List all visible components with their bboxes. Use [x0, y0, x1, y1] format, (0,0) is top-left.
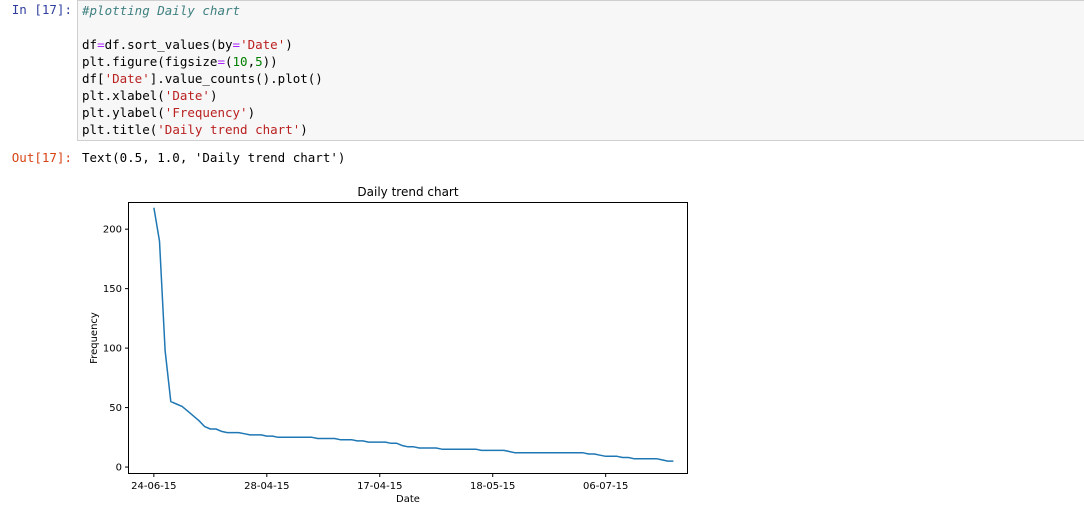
output-prompt: Out[17]:: [11, 150, 72, 165]
code-token: ): [285, 37, 293, 52]
series-layer: [153, 207, 674, 462]
code-token: plt.title(: [82, 122, 158, 137]
code-token: 10: [232, 54, 248, 69]
code-line: #plotting Daily chart: [82, 2, 323, 19]
plot-area-frame: [128, 202, 688, 474]
code-token: df: [82, 37, 98, 52]
code-token: ): [300, 122, 308, 137]
y-tick-label: 200: [103, 225, 122, 236]
code-token: 5: [255, 54, 263, 69]
code-token: 'Date': [104, 71, 150, 86]
code-cell-input[interactable]: #plotting Daily chart df=df.sort_values(b…: [77, 0, 1084, 141]
y-axis-label: Frequency: [89, 312, 100, 364]
code-editor[interactable]: #plotting Daily chart df=df.sort_values(b…: [82, 2, 323, 138]
y-axis: 0 50 100 150 200: [103, 225, 129, 474]
x-tick-label: 06-07-15: [583, 481, 628, 492]
code-token: plt.xlabel(: [82, 88, 165, 103]
code-token: plt.figure(figsize: [82, 54, 218, 69]
y-tick-label: 100: [103, 344, 122, 355]
code-token: df.sort_values(by: [104, 37, 233, 52]
x-tick-label: 18-05-15: [470, 481, 515, 492]
code-token: 'Frequency': [164, 105, 248, 120]
chart-title: Daily trend chart: [357, 185, 458, 199]
code-token: =: [97, 37, 105, 52]
code-line: plt.ylabel('Frequency'): [82, 104, 323, 121]
code-line: df['Date'].value_counts().plot(): [82, 70, 323, 87]
code-token: 'Date': [240, 37, 286, 52]
frequency-series-line: [153, 207, 674, 462]
y-tick-label: 50: [109, 403, 122, 414]
x-axis: 24-06-15 28-04-15 17-04-15 18-05-15 06-07-15: [131, 473, 628, 492]
code-token: ].value_counts().plot(): [149, 71, 323, 86]
code-token: ,: [247, 54, 256, 69]
x-tick-label: 28-04-15: [244, 481, 289, 492]
x-tick-label: 24-06-15: [131, 481, 176, 492]
code-token: #plotting Daily chart: [82, 3, 241, 18]
output-text: Text(0.5, 1.0, 'Daily trend chart'): [82, 150, 346, 165]
code-token: df[: [82, 71, 105, 86]
input-prompt: In [17]:: [11, 2, 72, 17]
x-tick-label: 17-04-15: [357, 481, 402, 492]
code-token: ): [209, 88, 218, 103]
x-axis-label: Date: [396, 494, 420, 505]
code-line: df=df.sort_values(by='Date'): [82, 36, 323, 53]
code-token: ): [247, 105, 256, 120]
y-tick-label: 150: [103, 284, 122, 295]
code-token: plt.ylabel(: [82, 105, 165, 120]
code-token: 'Date': [164, 88, 210, 103]
code-token: (: [225, 54, 233, 69]
code-line: plt.figure(figsize=(10,5)): [82, 53, 323, 70]
code-line: plt.title('Daily trend chart'): [82, 121, 323, 138]
code-token: 'Daily trend chart': [157, 122, 301, 137]
code-token: =: [232, 37, 241, 52]
code-line: [82, 19, 323, 36]
y-tick-label: 0: [116, 463, 122, 474]
code-token: =: [217, 54, 225, 69]
code-line: plt.xlabel('Date'): [82, 87, 323, 104]
code-token: )): [262, 54, 278, 69]
